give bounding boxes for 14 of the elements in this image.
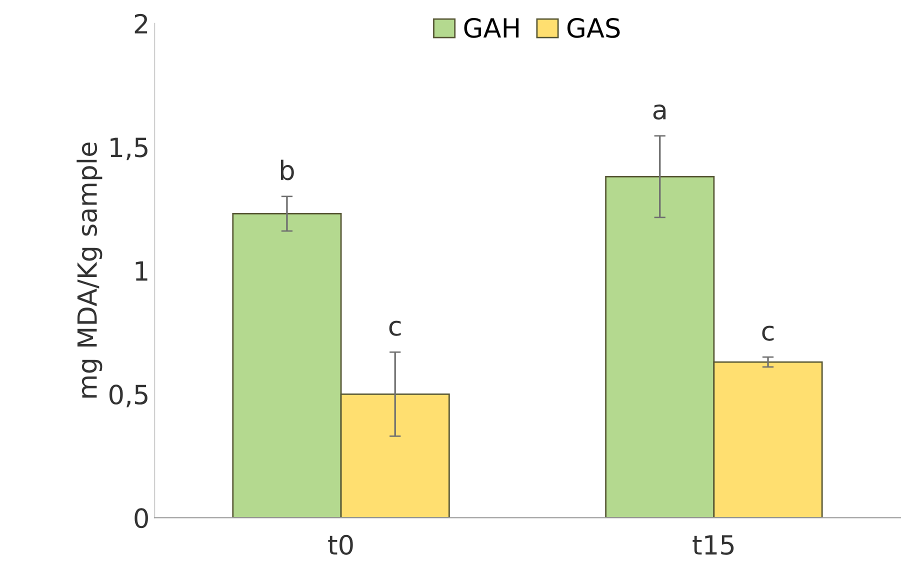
annotation: c — [389, 320, 401, 336]
annotation: b — [280, 160, 294, 180]
legend-label: GAH — [464, 18, 519, 38]
legend-label: GAS — [567, 18, 620, 38]
annotation: a — [653, 104, 666, 120]
y-tick-label: 0,5 — [109, 384, 148, 408]
y-tick-label: 0 — [134, 508, 148, 528]
y-axis-title: mg MDA/Kg sample — [76, 142, 102, 398]
x-tick-label: t15 — [692, 535, 734, 555]
y-tick-label: 1,5 — [110, 138, 148, 160]
y-tick-label: 2 — [134, 14, 148, 34]
annotation: c — [762, 326, 774, 341]
x-tick-label: t0 — [328, 534, 353, 555]
y-tick-label: 1 — [136, 261, 148, 281]
